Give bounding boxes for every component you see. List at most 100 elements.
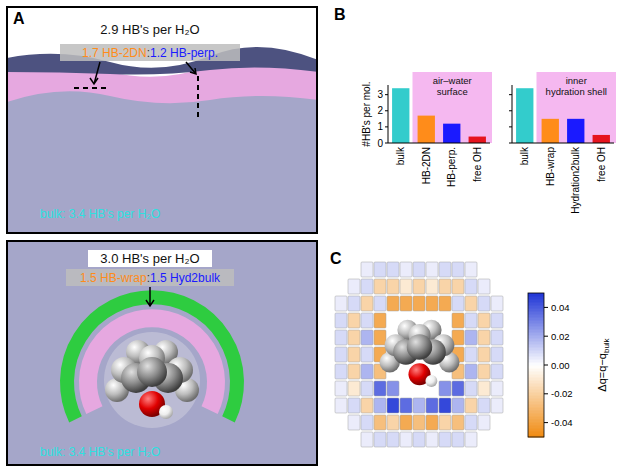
- colorbar-tick-label: 0.02: [551, 331, 570, 342]
- bulk-water: [7, 241, 317, 465]
- colorbar-step: [528, 404, 544, 408]
- voxel: [335, 330, 347, 345]
- bars: [516, 88, 610, 143]
- y-tick-label: 0: [377, 138, 383, 149]
- voxel: [400, 432, 412, 447]
- voxel: [387, 262, 399, 277]
- colorbar-tick: [544, 422, 548, 423]
- x-tick-label: HB-perp.: [446, 147, 457, 187]
- colorbar-tick-label: 0.00: [551, 360, 570, 371]
- figure: 2.9 HB's per H₂O1.7 HB-2DN:1.2 HB-perp.b…: [0, 0, 625, 470]
- voxel: [478, 330, 490, 345]
- voxel: [413, 296, 425, 311]
- voxel: [335, 296, 347, 311]
- voxel: [374, 330, 386, 345]
- colorbar-step: [528, 422, 544, 426]
- outer-shell: [67, 297, 237, 419]
- voxel: [361, 279, 373, 294]
- voxel: [426, 296, 438, 311]
- voxel: [491, 347, 503, 362]
- voxel: [491, 330, 503, 345]
- label: 2.9 HB's per H₂O: [100, 22, 199, 37]
- voxel: [413, 432, 425, 447]
- voxel: [413, 279, 425, 294]
- colorbar-tick: [544, 365, 548, 366]
- bar: [542, 119, 559, 143]
- voxel: [400, 398, 412, 413]
- voxel: [452, 432, 464, 447]
- colorbar-step: [528, 410, 544, 414]
- colorbar-step: [528, 344, 544, 348]
- bar: [567, 119, 584, 143]
- colorbar-step: [528, 428, 544, 432]
- colorbar-step: [528, 347, 544, 351]
- x-axis: [512, 143, 614, 144]
- colorbar-step: [528, 383, 544, 387]
- voxel: [478, 381, 490, 396]
- voxel: [465, 364, 477, 379]
- y-tick-label: 3: [377, 89, 383, 100]
- voxel: [387, 296, 399, 311]
- bar: [443, 124, 460, 143]
- voxel: [413, 398, 425, 413]
- colorbar-step: [528, 296, 544, 300]
- label-bg: [88, 250, 212, 267]
- voxel: [465, 398, 477, 413]
- colorbar-step: [528, 425, 544, 429]
- colorbar: -0.04-0.020.000.020.04Δq=q−qbulk: [528, 293, 611, 438]
- voxel: [478, 296, 490, 311]
- colorbar-step: [528, 305, 544, 309]
- voxel: [374, 279, 386, 294]
- voxel: [335, 313, 347, 328]
- voxel: [478, 398, 490, 413]
- bar-chart: innerhydration shellbulkHB-wrapHydration…: [509, 72, 616, 214]
- voxel: [465, 330, 477, 345]
- x-tick-label: HB-2DN: [421, 147, 432, 184]
- voxel: [478, 364, 490, 379]
- voxel: [335, 381, 347, 396]
- voxel: [348, 364, 360, 379]
- voxel: [465, 381, 477, 396]
- colorbar-step: [528, 320, 544, 324]
- voxel: [426, 432, 438, 447]
- voxel: [413, 415, 425, 430]
- colorbar-tick: [544, 307, 548, 308]
- voxel: [335, 347, 347, 362]
- bars: [392, 88, 486, 143]
- atom: [407, 334, 433, 360]
- x-tick-label: free OH: [472, 147, 483, 182]
- y-tick: [385, 110, 388, 111]
- hb-part: 1.5 HB-wrap: [80, 271, 147, 285]
- voxel: [348, 313, 360, 328]
- surface-scene: [7, 7, 317, 233]
- colorbar-step: [528, 323, 544, 327]
- colorbar-tick: [544, 393, 548, 394]
- voxel: [439, 432, 451, 447]
- voxel: [439, 415, 451, 430]
- voxel: [491, 381, 503, 396]
- colorbar-step: [528, 377, 544, 381]
- annotation-box: [537, 72, 617, 143]
- hb-part: 1.7 HB-2DN: [82, 46, 147, 60]
- colorbar-step: [528, 314, 544, 318]
- label: hydration shell: [546, 86, 607, 97]
- voxel: [465, 313, 477, 328]
- voxel: [426, 262, 438, 277]
- voxel: [361, 313, 373, 328]
- colorbar-step: [528, 356, 544, 360]
- voxel: [465, 296, 477, 311]
- colorbar-step: [528, 332, 544, 336]
- colorbar-step: [528, 401, 544, 405]
- colorbar-step: [528, 359, 544, 363]
- voxel: [387, 432, 399, 447]
- voxel: [387, 381, 399, 396]
- y-tick: [385, 94, 388, 95]
- colorbar-step: [528, 416, 544, 420]
- hb-part: 1.5 Hyd2bulk: [150, 271, 221, 285]
- label: inner: [566, 75, 587, 86]
- y-tick: [385, 126, 388, 127]
- colorbar-step: [528, 374, 544, 378]
- panel-label: A: [13, 10, 25, 27]
- box: [7, 7, 317, 233]
- label: air–water: [433, 75, 472, 86]
